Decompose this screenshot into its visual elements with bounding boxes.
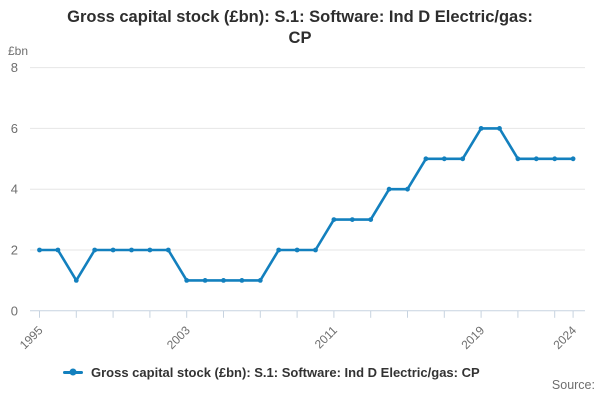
svg-text:1995: 1995: [17, 323, 46, 352]
data-point-marker: [497, 125, 502, 131]
data-point-marker: [55, 247, 61, 253]
svg-text:2019: 2019: [458, 323, 487, 352]
data-point-marker: [570, 156, 576, 162]
chart-title-line1: Gross capital stock (£bn): S.1: Software…: [67, 8, 533, 26]
data-point-marker: [441, 156, 447, 162]
source-label: Source:: [551, 378, 595, 392]
gridlines: [30, 67, 585, 251]
svg-text:8: 8: [11, 60, 18, 75]
data-point-marker: [202, 278, 208, 283]
data-point-marker: [405, 186, 410, 192]
data-point-marker: [184, 278, 190, 283]
svg-text:6: 6: [11, 121, 18, 136]
data-point-marker: [386, 186, 392, 192]
svg-text:4: 4: [11, 182, 18, 197]
legend-item[interactable]: Gross capital stock (£bn): S.1: Software…: [63, 364, 480, 380]
svg-text:2: 2: [11, 243, 18, 258]
svg-text:2003: 2003: [164, 323, 193, 352]
data-point-marker: [313, 247, 318, 253]
data-point-marker: [37, 247, 42, 253]
x-axis: [30, 310, 585, 318]
data-point-marker: [147, 247, 153, 253]
data-point-marker: [349, 217, 355, 223]
data-point-marker: [423, 156, 429, 162]
legend-line-marker: [63, 368, 83, 376]
data-point-marker: [552, 156, 558, 162]
data-point-marker: [239, 278, 245, 283]
svg-text:2024: 2024: [550, 323, 579, 352]
data-point-marker: [294, 247, 300, 253]
data-point-marker: [129, 247, 134, 253]
data-point-marker: [515, 156, 521, 162]
data-series-line[interactable]: [37, 125, 576, 283]
data-point-marker: [92, 247, 98, 253]
data-point-marker: [221, 278, 226, 283]
x-axis-tick-labels: 1995 2003 2011 2019 2024: [17, 323, 580, 352]
y-axis-unit-label: £bn: [8, 44, 29, 58]
data-point-marker: [460, 156, 466, 162]
legend-dot-icon: [69, 368, 77, 376]
data-point-marker: [368, 217, 374, 223]
chart-title: Gross capital stock (£bn): S.1: Software…: [0, 7, 600, 49]
data-point-marker: [165, 247, 171, 253]
chart-title-line2: CP: [288, 29, 312, 47]
data-point-marker: [73, 278, 79, 283]
svg-text:2011: 2011: [312, 323, 340, 351]
y-axis-tick-labels: 0 2 4 6 8: [11, 60, 18, 318]
data-point-marker: [110, 247, 116, 253]
svg-text:0: 0: [11, 303, 18, 318]
legend-series-label: Gross capital stock (£bn): S.1: Software…: [91, 364, 480, 380]
data-point-marker: [276, 247, 282, 253]
data-point-marker: [478, 125, 484, 131]
data-point-marker: [331, 217, 337, 223]
data-point-marker: [533, 156, 539, 162]
data-point-marker: [257, 278, 263, 283]
